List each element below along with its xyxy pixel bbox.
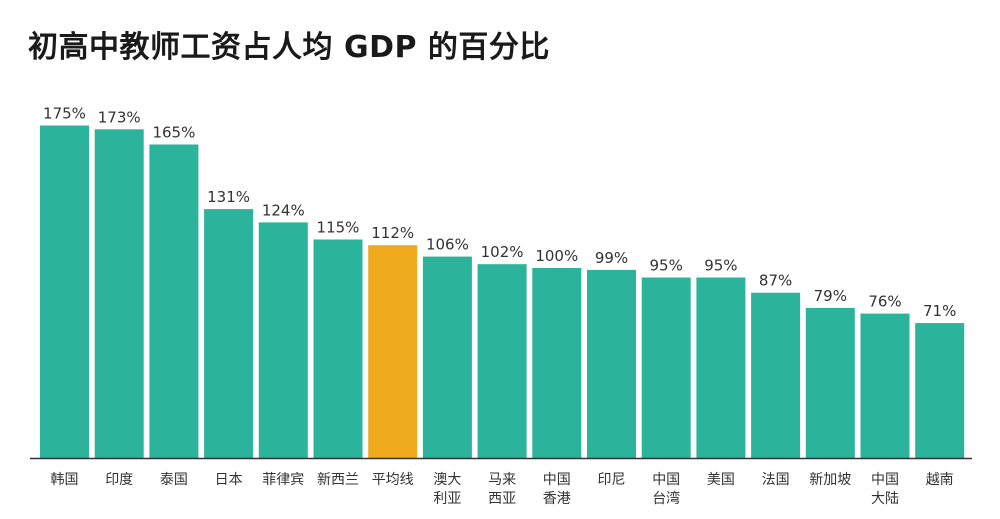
category-label-越南: 越南: [926, 472, 954, 488]
category-label-泰国: 泰国: [160, 472, 188, 488]
category-label-新加坡: 新加坡: [809, 472, 851, 488]
bar-马来西亚: [477, 264, 527, 458]
bar-日本: [204, 209, 254, 458]
category-label-印度: 印度: [105, 472, 133, 488]
value-label-新加坡: 79%: [814, 287, 847, 305]
bar-法国: [751, 292, 801, 458]
bar-泰国: [149, 144, 199, 458]
value-label-法国: 87%: [759, 272, 792, 290]
bar-印尼: [587, 269, 636, 458]
value-label-韩国: 175%: [43, 105, 86, 123]
value-label-印尼: 99%: [595, 249, 628, 267]
bar-澳大利亚: [422, 256, 472, 458]
category-label-平均线: 平均线: [372, 472, 414, 488]
value-label-平均线: 112%: [371, 224, 414, 242]
category-label-中国台湾: 中国台湾: [652, 472, 680, 507]
bar-印度: [94, 129, 144, 459]
value-label-马来西亚: 102%: [481, 243, 524, 261]
category-label-中国大陆: 中国大陆: [871, 472, 899, 507]
value-label-新西兰: 115%: [317, 219, 360, 237]
bar-中国台湾: [641, 277, 691, 458]
bar-美国: [696, 277, 746, 458]
value-label-澳大利亚: 106%: [426, 236, 469, 254]
value-label-越南: 71%: [923, 302, 956, 320]
bar-中国大陆: [860, 313, 910, 458]
category-label-法国: 法国: [762, 472, 790, 488]
bar-越南: [915, 323, 965, 458]
category-label-新西兰: 新西兰: [317, 472, 359, 488]
bar-韩国: [40, 125, 89, 458]
category-label-中国香港: 中国香港: [543, 472, 571, 507]
value-label-泰国: 165%: [152, 124, 195, 142]
category-label-马来西亚: 马来西亚: [488, 472, 516, 507]
value-label-中国大陆: 76%: [868, 293, 901, 311]
value-label-美国: 95%: [704, 257, 737, 275]
bar-菲律宾: [258, 222, 308, 458]
value-label-中国香港: 100%: [535, 247, 578, 265]
category-label-日本: 日本: [215, 472, 243, 488]
value-label-中国台湾: 95%: [650, 257, 683, 275]
category-label-菲律宾: 菲律宾: [262, 472, 304, 488]
category-label-澳大利亚: 澳大利亚: [433, 472, 461, 507]
category-label-美国: 美国: [707, 472, 735, 488]
category-label-韩国: 韩国: [51, 472, 79, 488]
bar-新加坡: [805, 307, 855, 458]
bar-中国香港: [532, 268, 582, 458]
bar-平均线: [368, 245, 418, 458]
value-label-菲律宾: 124%: [262, 201, 305, 219]
chart-title: 初高中教师工资占人均 GDP 的百分比: [28, 30, 550, 65]
category-label-印尼: 印尼: [598, 472, 626, 488]
value-label-印度: 173%: [98, 108, 141, 126]
value-label-日本: 131%: [207, 188, 250, 206]
bar-新西兰: [313, 239, 363, 458]
